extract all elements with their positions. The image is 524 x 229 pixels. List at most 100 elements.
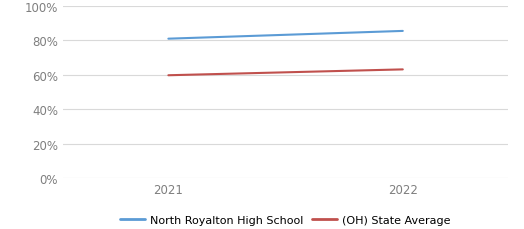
(OH) State Average <box>189 74 195 77</box>
North Royalton High School <box>199 37 205 40</box>
North Royalton High School <box>376 31 382 34</box>
(OH) State Average <box>175 74 181 77</box>
North Royalton High School <box>362 32 368 34</box>
Line: (OH) State Average: (OH) State Average <box>168 70 403 76</box>
North Royalton High School <box>208 37 214 39</box>
(OH) State Average <box>323 71 330 73</box>
(OH) State Average <box>270 72 277 75</box>
North Royalton High School <box>275 35 281 37</box>
(OH) State Average <box>385 69 391 72</box>
North Royalton High School <box>242 35 248 38</box>
(OH) State Average <box>218 73 224 76</box>
North Royalton High School <box>352 32 358 35</box>
North Royalton High School <box>385 31 391 34</box>
(OH) State Average <box>366 70 373 72</box>
(OH) State Average <box>290 71 296 74</box>
(OH) State Average <box>242 73 248 75</box>
(OH) State Average <box>237 73 243 76</box>
North Royalton High School <box>337 33 344 35</box>
North Royalton High School <box>165 38 171 41</box>
(OH) State Average <box>390 69 396 72</box>
(OH) State Average <box>400 69 406 71</box>
(OH) State Average <box>380 69 387 72</box>
(OH) State Average <box>232 73 238 76</box>
(OH) State Average <box>180 74 186 77</box>
North Royalton High School <box>380 31 387 34</box>
North Royalton High School <box>218 36 224 39</box>
(OH) State Average <box>371 69 377 72</box>
North Royalton High School <box>180 38 186 40</box>
North Royalton High School <box>194 37 200 40</box>
North Royalton High School <box>333 33 339 35</box>
(OH) State Average <box>266 72 272 75</box>
(OH) State Average <box>362 70 368 72</box>
(OH) State Average <box>285 71 291 74</box>
North Royalton High School <box>390 31 396 33</box>
(OH) State Average <box>333 70 339 73</box>
(OH) State Average <box>299 71 305 74</box>
North Royalton High School <box>290 34 296 37</box>
North Royalton High School <box>318 33 324 36</box>
North Royalton High School <box>323 33 330 36</box>
North Royalton High School <box>285 34 291 37</box>
(OH) State Average <box>304 71 310 74</box>
North Royalton High School <box>213 37 220 39</box>
North Royalton High School <box>294 34 301 37</box>
(OH) State Average <box>247 73 253 75</box>
(OH) State Average <box>337 70 344 73</box>
(OH) State Average <box>256 72 263 75</box>
(OH) State Average <box>347 70 353 73</box>
(OH) State Average <box>223 73 229 76</box>
Line: North Royalton High School: North Royalton High School <box>168 32 403 39</box>
North Royalton High School <box>237 36 243 38</box>
North Royalton High School <box>280 34 286 37</box>
North Royalton High School <box>299 34 305 36</box>
North Royalton High School <box>175 38 181 41</box>
(OH) State Average <box>261 72 267 75</box>
(OH) State Average <box>357 70 363 73</box>
North Royalton High School <box>371 31 377 34</box>
(OH) State Average <box>376 69 382 72</box>
North Royalton High School <box>232 36 238 39</box>
(OH) State Average <box>294 71 301 74</box>
North Royalton High School <box>266 35 272 38</box>
Legend: North Royalton High School, (OH) State Average: North Royalton High School, (OH) State A… <box>120 215 451 225</box>
North Royalton High School <box>366 32 373 34</box>
(OH) State Average <box>203 74 210 76</box>
North Royalton High School <box>261 35 267 38</box>
North Royalton High School <box>270 35 277 37</box>
North Royalton High School <box>342 32 348 35</box>
(OH) State Average <box>342 70 348 73</box>
North Royalton High School <box>203 37 210 40</box>
(OH) State Average <box>194 74 200 76</box>
(OH) State Average <box>227 73 234 76</box>
(OH) State Average <box>318 71 324 74</box>
(OH) State Average <box>184 74 191 77</box>
(OH) State Average <box>395 69 401 72</box>
North Royalton High School <box>328 33 334 35</box>
(OH) State Average <box>213 73 220 76</box>
North Royalton High School <box>189 37 195 40</box>
North Royalton High School <box>170 38 176 41</box>
North Royalton High School <box>256 35 263 38</box>
(OH) State Average <box>313 71 320 74</box>
(OH) State Average <box>208 74 214 76</box>
(OH) State Average <box>252 72 258 75</box>
(OH) State Average <box>309 71 315 74</box>
North Royalton High School <box>227 36 234 39</box>
North Royalton High School <box>184 38 191 40</box>
North Royalton High School <box>347 32 353 35</box>
North Royalton High School <box>304 34 310 36</box>
North Royalton High School <box>309 33 315 36</box>
(OH) State Average <box>165 75 171 77</box>
(OH) State Average <box>328 71 334 73</box>
(OH) State Average <box>275 72 281 75</box>
(OH) State Average <box>199 74 205 76</box>
North Royalton High School <box>252 35 258 38</box>
North Royalton High School <box>400 30 406 33</box>
North Royalton High School <box>313 33 320 36</box>
(OH) State Average <box>280 72 286 74</box>
North Royalton High School <box>357 32 363 35</box>
(OH) State Average <box>170 74 176 77</box>
North Royalton High School <box>395 30 401 33</box>
